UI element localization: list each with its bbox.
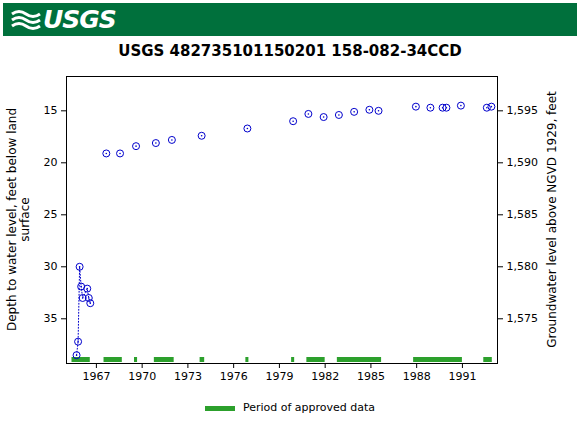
svg-text:Depth to water level, feet bel: Depth to water level, feet below landsur… bbox=[5, 108, 32, 331]
html-text:Period of approved data: Period of approved data bbox=[242, 401, 376, 414]
svg-text:1,585: 1,585 bbox=[507, 208, 539, 221]
svg-text:1970: 1970 bbox=[128, 370, 156, 383]
svg-text:35: 35 bbox=[44, 312, 58, 325]
svg-text:1,580: 1,580 bbox=[507, 260, 539, 273]
svg-text:1,590: 1,590 bbox=[507, 156, 539, 169]
html-text:USGS 482735101150201 158-082-3: USGS 482735101150201 158-082-34CCD bbox=[118, 42, 462, 60]
svg-text:1982: 1982 bbox=[311, 370, 339, 383]
svg-text:1967: 1967 bbox=[82, 370, 110, 383]
svg-text:Groundwater level above NGVD 1: Groundwater level above NGVD 1929, feet bbox=[545, 91, 559, 348]
svg-text:15: 15 bbox=[44, 104, 58, 117]
svg-text:1985: 1985 bbox=[357, 370, 385, 383]
svg-text:20: 20 bbox=[44, 156, 58, 169]
svg-text:1,595: 1,595 bbox=[507, 104, 539, 117]
svg-text:25: 25 bbox=[44, 208, 58, 221]
svg-text:1973: 1973 bbox=[174, 370, 202, 383]
svg-text:1979: 1979 bbox=[265, 370, 293, 383]
svg-text:1,575: 1,575 bbox=[507, 312, 539, 325]
svg-text:1976: 1976 bbox=[220, 370, 248, 383]
svg-text:1991: 1991 bbox=[448, 370, 476, 383]
svg-text:30: 30 bbox=[44, 260, 58, 273]
svg-text:1988: 1988 bbox=[403, 370, 431, 383]
html-text:USGS: USGS bbox=[43, 5, 116, 34]
